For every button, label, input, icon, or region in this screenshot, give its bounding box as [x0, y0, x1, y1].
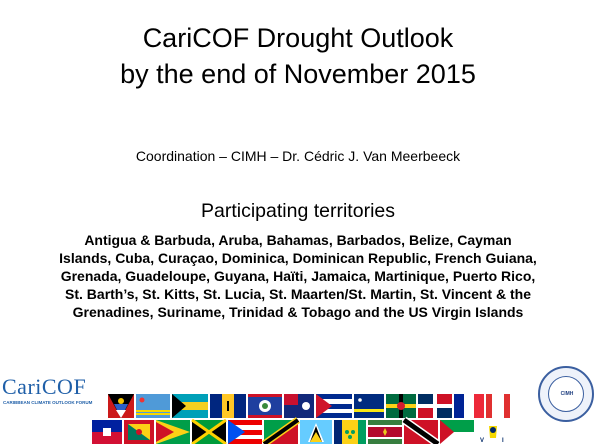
flag-red-white: [486, 394, 510, 418]
seal-label: CIMH: [560, 391, 574, 397]
territories-list: Antigua & Barbuda, Aruba, Bahamas, Barba…: [59, 232, 537, 320]
logo-name: CariCOF: [2, 374, 87, 399]
flag-dominica: [386, 394, 416, 418]
cimh-seal: CIMH: [538, 366, 594, 422]
flag-french: [454, 394, 484, 418]
flag-us-virgin-islands: V I: [476, 420, 510, 444]
svg-text:I: I: [502, 438, 504, 444]
flag-st-kitts: [261, 417, 301, 444]
flag-st-lucia: [300, 420, 332, 444]
flag-puerto-rico: [228, 420, 262, 444]
flag-cayman: [284, 394, 314, 418]
participating-heading: Participating territories: [201, 200, 395, 222]
slide-title: CariCOF Drought Outlook by the end of No…: [0, 20, 596, 92]
flag-martinique: [440, 420, 474, 444]
flag-guyana: [156, 420, 190, 444]
flag-grenada: [124, 420, 154, 444]
svg-text:V: V: [480, 438, 484, 444]
seal-inner-ring: CIMH: [548, 376, 584, 412]
flag-dominican-republic: [418, 394, 452, 418]
flag-trinidad: [401, 416, 441, 444]
caricof-logo: CariCOF CARIBBEAN CLIMATE OUTLOOK FORUM: [2, 374, 98, 414]
coordination-line: Coordination – CIMH – Dr. Cédric J. Van …: [135, 148, 461, 164]
flags-strip: V I: [92, 394, 510, 444]
flag-bahamas: [172, 394, 208, 418]
flag-suriname: [368, 420, 402, 444]
title-line-2: by the end of November 2015: [120, 59, 476, 89]
logo-subtitle: CARIBBEAN CLIMATE OUTLOOK FORUM: [3, 400, 93, 405]
flag-antigua: [108, 394, 134, 418]
flag-barbados: [210, 394, 246, 418]
flag-haiti: [92, 420, 122, 444]
title-line-1: CariCOF Drought Outlook: [142, 23, 454, 53]
flag-curacao: [354, 394, 384, 418]
flag-belize: [248, 394, 282, 418]
flag-cuba: [316, 394, 352, 418]
flag-aruba: [136, 394, 170, 418]
flag-st-vincent: [334, 420, 366, 444]
flag-jamaica: [191, 418, 227, 444]
